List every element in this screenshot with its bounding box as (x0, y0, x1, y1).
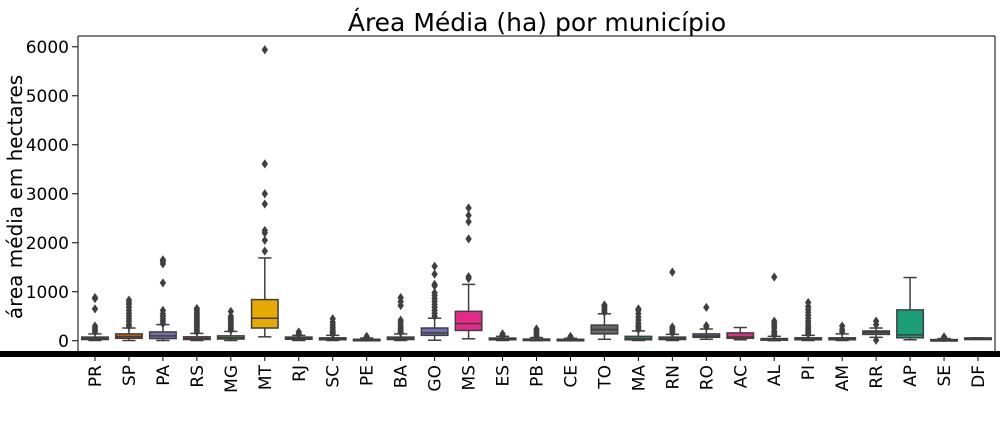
outlier-point (397, 315, 404, 325)
outlier-point (261, 45, 268, 55)
x-tick-label: RS (188, 365, 208, 388)
outlier-point (295, 327, 302, 337)
x-tick-label: GO (426, 365, 446, 392)
outlier-point (465, 210, 472, 220)
outlier-point (261, 159, 268, 169)
x-tick-label: PA (154, 365, 174, 386)
outlier-point (431, 288, 438, 298)
box-ap (896, 309, 925, 339)
box-ac (726, 332, 755, 340)
outlier-point (159, 305, 167, 315)
chart-title: Área Média (ha) por município (348, 8, 726, 37)
x-tick-label: TO (595, 365, 615, 390)
x-tick-label: RO (697, 365, 717, 390)
x-tick-label: SC (324, 365, 344, 388)
y-tick-label: 6000 (26, 38, 69, 58)
x-tick-label: BA (392, 365, 412, 389)
outlier-point (159, 255, 167, 265)
box-go (420, 327, 449, 337)
x-tick-label: PE (358, 365, 378, 386)
outlier-point (329, 314, 336, 324)
outlier-point (499, 329, 506, 339)
outlier-point (601, 300, 608, 310)
outlier-point (261, 246, 268, 256)
y-tick-label: 2000 (26, 234, 69, 254)
outlier-point (805, 297, 812, 308)
outlier-point (465, 234, 472, 244)
outlier-point (940, 332, 948, 342)
outlier-point (567, 331, 574, 341)
x-tick-label: ES (494, 365, 514, 387)
outlier-point (125, 295, 133, 305)
outlier-point (261, 189, 268, 199)
outlier-point (431, 269, 438, 279)
outlier-point (261, 199, 268, 209)
outlier-point (91, 304, 99, 314)
x-tick-label: PI (799, 365, 819, 380)
outlier-point (227, 306, 235, 316)
x-tick-label: RR (867, 365, 887, 389)
outlier-point (465, 203, 472, 213)
outlier-point (363, 331, 370, 341)
outlier-point (635, 304, 642, 314)
outlier-point (261, 235, 268, 245)
box-mt (250, 298, 279, 329)
outlier-point (838, 321, 846, 331)
outlier-point (465, 217, 472, 227)
x-tick-label: DF (969, 365, 989, 388)
outlier-point (91, 321, 99, 331)
outlier-point (397, 293, 404, 303)
box-ms (454, 310, 483, 332)
x-tick-label: MA (629, 365, 649, 392)
y-tick-label: 4000 (26, 136, 69, 156)
x-tick-label: SP (120, 365, 140, 386)
outlier-point (227, 311, 235, 321)
outlier-point (669, 322, 676, 332)
outlier-point (872, 316, 880, 326)
outlier-point (872, 335, 880, 345)
y-axis-label: área média em hectares (3, 75, 27, 319)
x-tick-label: MG (222, 365, 242, 393)
outlier-point (91, 294, 99, 304)
x-tick-label: RJ (290, 365, 310, 382)
x-tick-label: AL (765, 364, 785, 386)
x-tick-label: CE (561, 365, 581, 388)
plot-area: 0 1000 2000 3000 4000 5000 6000 PR SP PA RS MG MT RJ S… (0, 35, 1000, 393)
outlier-point (465, 271, 472, 282)
x-tick-label: PB (528, 365, 548, 387)
outlier-point (533, 324, 540, 334)
outlier-point (669, 267, 676, 277)
outlier-point (261, 225, 268, 236)
outlier-point (771, 272, 778, 282)
outlier-point (193, 303, 201, 314)
x-tick-label: RN (663, 365, 683, 390)
y-tick-label: 1000 (26, 283, 69, 303)
y-tick-label: 0 (58, 332, 69, 352)
outlier-point (431, 279, 438, 290)
x-tick-label: AC (731, 365, 751, 388)
x-tick-label: AP (901, 365, 921, 387)
x-tick-label: MT (256, 364, 276, 390)
y-tick-label: 3000 (26, 185, 69, 205)
outlier-point (703, 302, 710, 313)
outlier-point (771, 316, 778, 326)
x-tick-label: AM (833, 365, 853, 391)
outlier-point (431, 261, 438, 271)
x-tick-label: SE (935, 365, 955, 387)
y-tick-label: 5000 (26, 87, 69, 107)
x-tick-label: MS (460, 365, 480, 390)
outlier-point (159, 278, 167, 288)
outlier-point (703, 320, 710, 331)
x-tick-label: PR (86, 365, 106, 387)
